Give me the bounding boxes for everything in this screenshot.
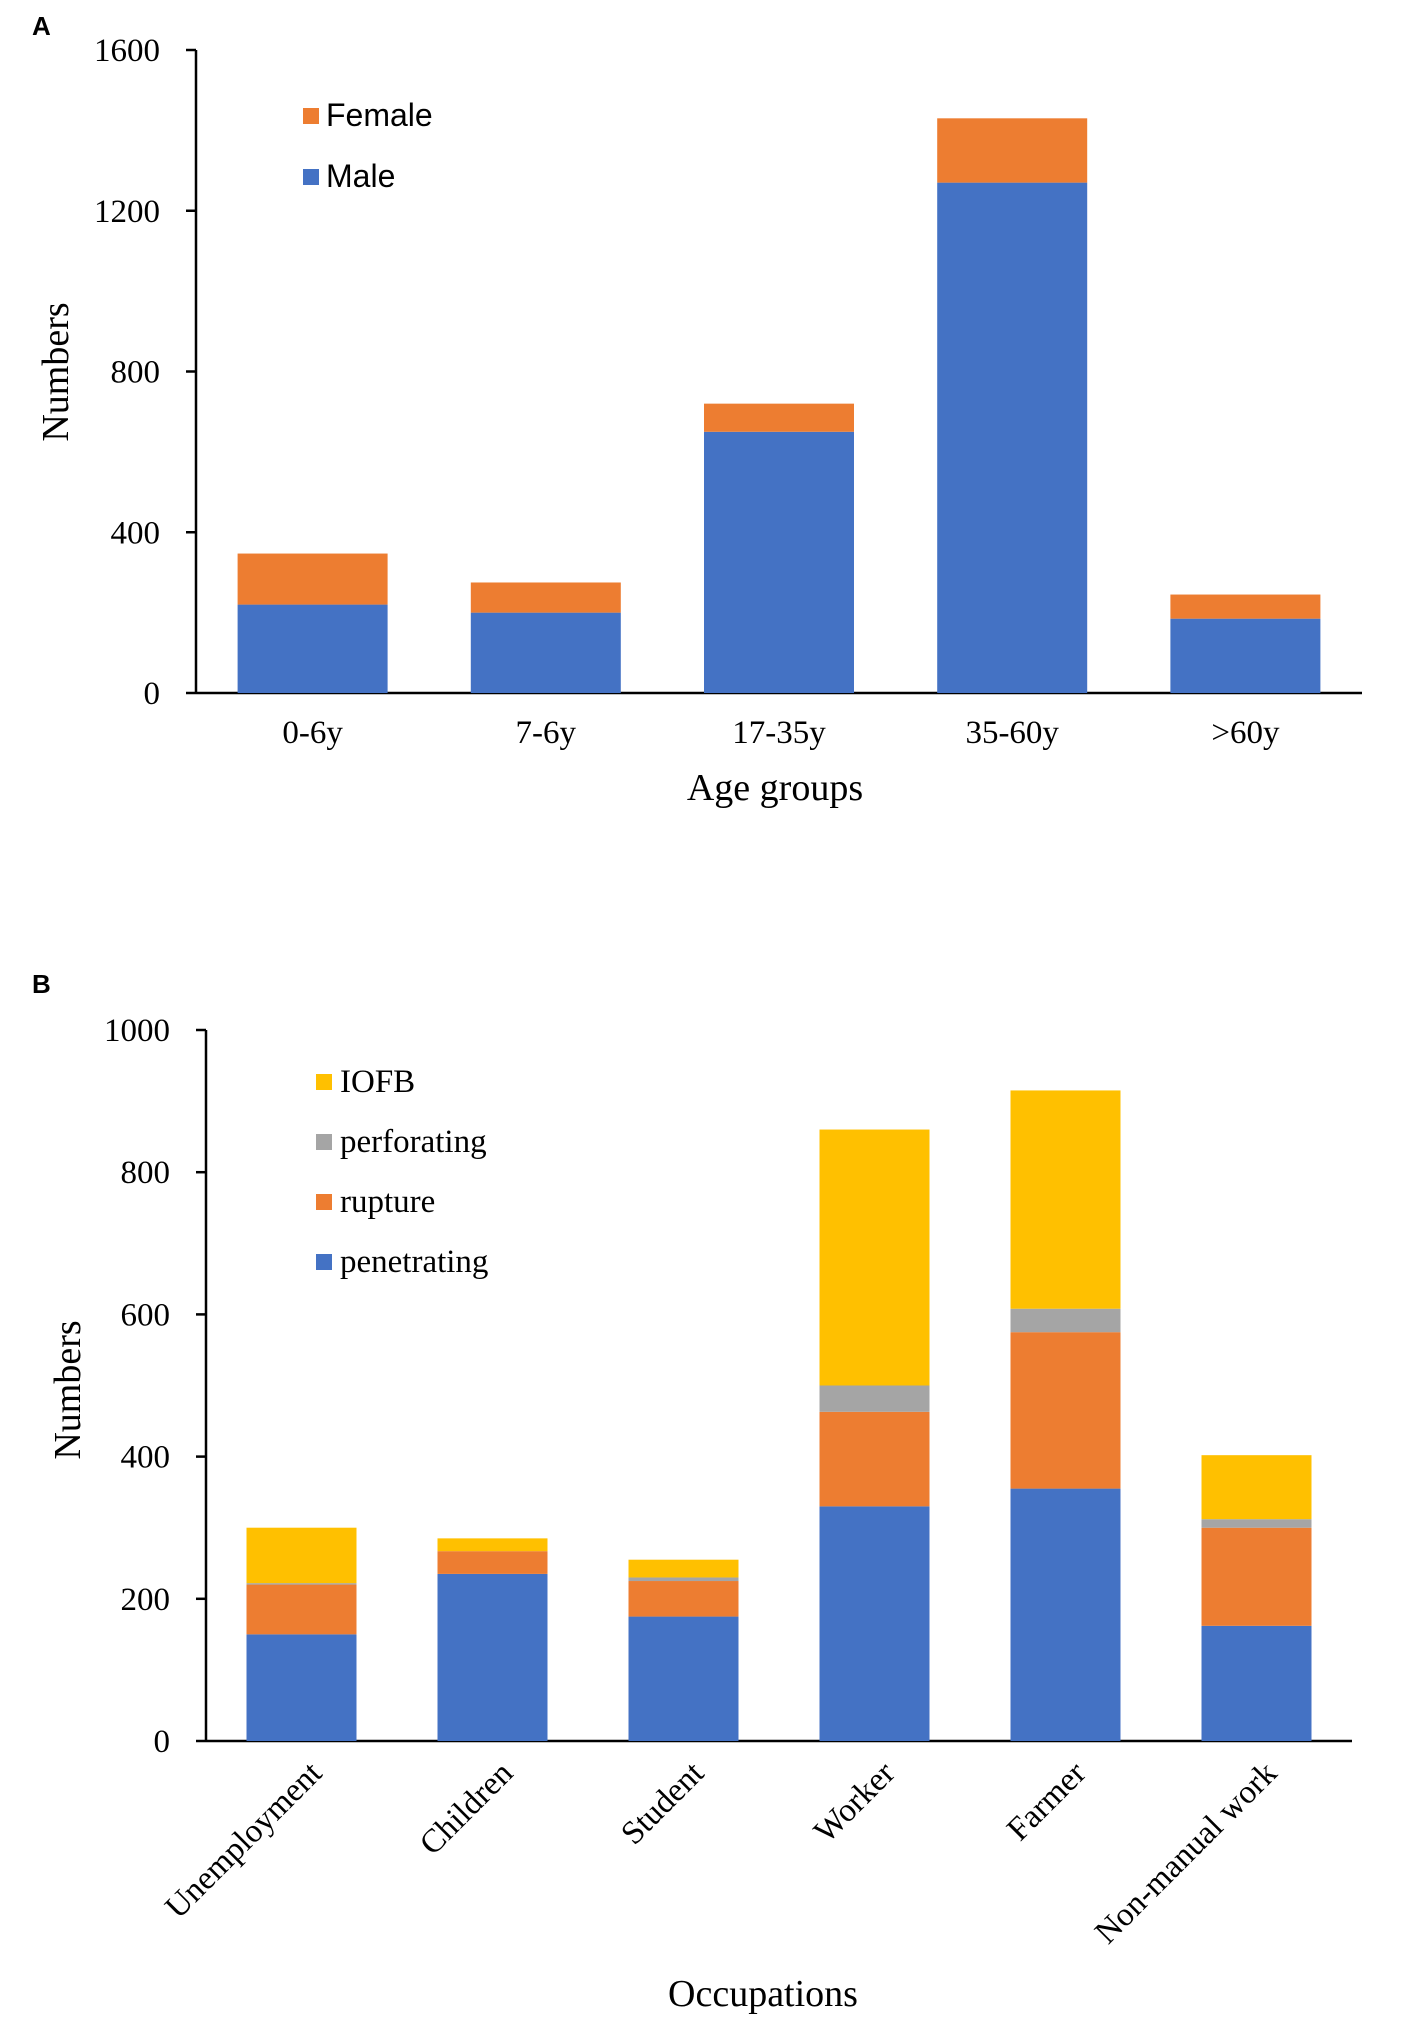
bar-farmer-rupture bbox=[1010, 1332, 1121, 1489]
panel-a-legend: Female Male bbox=[303, 97, 433, 194]
bar-unemployment-penetrating bbox=[246, 1634, 357, 1741]
panel-b-legend: IOFB perforating rupture penetrating bbox=[316, 1064, 488, 1280]
bar-17-35y-male bbox=[704, 431, 854, 693]
y-tick-label: 1600 bbox=[94, 33, 160, 69]
bar-17-35y-female bbox=[704, 403, 854, 432]
panel-b: B Numbers Occupations 0 200 400 600 800 1000 U… bbox=[32, 969, 1352, 2015]
legend-swatch-penetrating bbox=[316, 1254, 332, 1270]
bar-7-6y-female bbox=[470, 582, 621, 613]
bar-worker-rupture bbox=[819, 1411, 930, 1507]
y-tick-label: 400 bbox=[121, 1440, 171, 1476]
x-tick-label: Unemployment bbox=[159, 1755, 330, 1926]
bar-children-iofb bbox=[437, 1538, 548, 1552]
bar-student-iofb bbox=[628, 1559, 739, 1578]
bar-children-penetrating bbox=[437, 1573, 548, 1741]
x-tick-label: Worker bbox=[807, 1755, 902, 1850]
bar-unemployment-rupture bbox=[246, 1584, 357, 1635]
bar-7-6y-male bbox=[470, 612, 621, 693]
bar-worker-penetrating bbox=[819, 1506, 930, 1741]
bar-unemployment-iofb bbox=[246, 1527, 357, 1584]
y-tick-label: 200 bbox=[121, 1582, 171, 1618]
legend-label-female: Female bbox=[326, 97, 433, 133]
x-tick-label: Children bbox=[413, 1755, 520, 1862]
bar-non-manual-work-penetrating bbox=[1201, 1625, 1312, 1741]
bar-60y-female bbox=[1170, 594, 1321, 619]
bar-student-perforating bbox=[628, 1577, 739, 1582]
panel-a: A Numbers Age groups 0 400 800 1200 1600 0-6y… bbox=[32, 11, 1362, 809]
y-tick-label: 800 bbox=[121, 1155, 171, 1191]
y-tick-label: 0 bbox=[144, 676, 161, 712]
panel-b-plot: 0 200 400 600 800 1000 Unemployment Children Stu… bbox=[104, 1013, 1352, 1951]
panel-b-x-axis-title: Occupations bbox=[668, 1973, 858, 2015]
x-tick-label: Farmer bbox=[1000, 1755, 1093, 1848]
y-tick-label: 1200 bbox=[94, 194, 160, 230]
panel-a-plot: 0 400 800 1200 1600 0-6y 7-6y 17-35y 35-60y >60y bbox=[94, 33, 1362, 751]
bar-non-manual-work-rupture bbox=[1201, 1527, 1312, 1626]
bar-non-manual-work-perforating bbox=[1201, 1519, 1312, 1528]
legend-label-penetrating: penetrating bbox=[340, 1244, 488, 1280]
bar-35-60y-female bbox=[937, 118, 1088, 183]
y-tick-label: 1000 bbox=[104, 1013, 170, 1049]
bar-student-rupture bbox=[628, 1581, 739, 1617]
bar-worker-iofb bbox=[819, 1129, 930, 1386]
bar-farmer-perforating bbox=[1010, 1308, 1121, 1333]
bar-worker-perforating bbox=[819, 1385, 930, 1412]
y-tick-label: 600 bbox=[121, 1297, 171, 1333]
bar-0-6y-male bbox=[237, 604, 388, 693]
legend-swatch-perforating bbox=[316, 1134, 332, 1150]
bar-non-manual-work-iofb bbox=[1201, 1455, 1312, 1520]
x-tick-label: Student bbox=[614, 1755, 711, 1852]
x-tick-label: 0-6y bbox=[282, 715, 343, 751]
x-tick-label: >60y bbox=[1211, 715, 1280, 751]
x-tick-label: 35-60y bbox=[965, 715, 1059, 751]
x-tick-label: 7-6y bbox=[516, 715, 577, 751]
x-tick-label: 17-35y bbox=[732, 715, 826, 751]
legend-label-perforating: perforating bbox=[340, 1124, 487, 1160]
legend-swatch-iofb bbox=[316, 1074, 332, 1090]
panel-b-letter: B bbox=[32, 969, 51, 999]
bar-farmer-iofb bbox=[1010, 1090, 1121, 1309]
y-tick-label: 0 bbox=[154, 1724, 171, 1760]
legend-label-rupture: rupture bbox=[340, 1184, 435, 1220]
panel-b-y-axis-title: Numbers bbox=[47, 1320, 89, 1459]
x-tick-label: Non-manual work bbox=[1088, 1755, 1284, 1951]
bar-unemployment-perforating bbox=[246, 1583, 357, 1585]
bar-children-rupture bbox=[437, 1551, 548, 1574]
legend-label-iofb: IOFB bbox=[340, 1064, 415, 1100]
legend-swatch-rupture bbox=[316, 1194, 332, 1210]
y-tick-label: 800 bbox=[111, 355, 161, 391]
panel-a-y-axis-title: Numbers bbox=[35, 302, 77, 441]
legend-label-male: Male bbox=[326, 158, 395, 194]
bar-0-6y-female bbox=[237, 553, 388, 605]
legend-swatch-male bbox=[303, 169, 319, 185]
bar-60y-male bbox=[1170, 618, 1321, 693]
panel-a-letter: A bbox=[32, 11, 51, 41]
y-tick-label: 400 bbox=[111, 515, 161, 551]
panel-a-x-axis-title: Age groups bbox=[687, 767, 863, 809]
bar-35-60y-male bbox=[937, 182, 1088, 693]
bar-farmer-penetrating bbox=[1010, 1488, 1121, 1741]
bar-student-penetrating bbox=[628, 1616, 739, 1741]
legend-swatch-female bbox=[303, 108, 319, 124]
